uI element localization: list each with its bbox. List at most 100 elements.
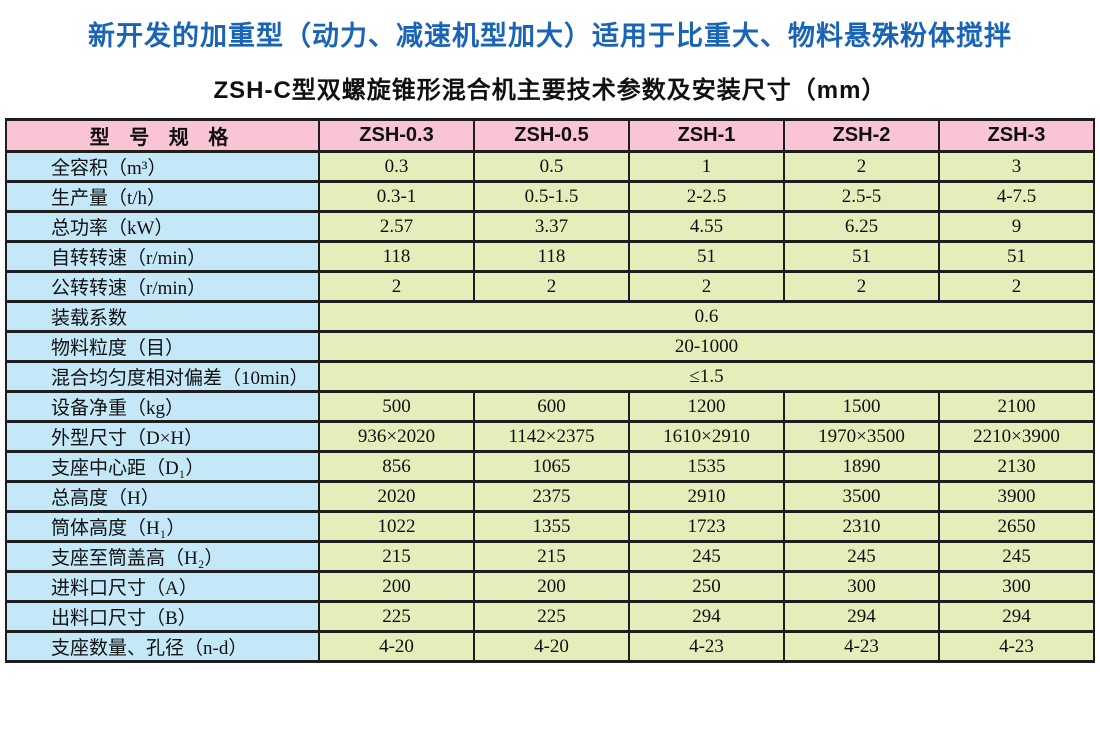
cell-value: 4.55 [628,210,785,243]
cell-value: 2130 [938,450,1095,483]
cell-value: 2310 [783,510,940,543]
cell-value: 1142×2375 [473,420,630,453]
table-row: 筒体高度（H₁） 1022 1355 1723 2310 2650 [5,510,1095,543]
row-label: 支座数量、孔径（n-d） [5,630,320,663]
table-row: 外型尺寸（D×H） 936×2020 1142×2375 1610×2910 1970×… [5,420,1095,453]
row-label: 外型尺寸（D×H） [5,420,320,453]
header-cell-model-spec: 型 号 规 格 [5,118,320,153]
table-row: 混合均匀度相对偏差（10min） ≤1.5 [5,360,1095,393]
table-row: 支座中心距（D₁） 856 1065 1535 1890 2130 [5,450,1095,483]
cell-value: 1723 [628,510,785,543]
cell-value: 2.57 [318,210,475,243]
header-cell-model-1: ZSH-0.3 [318,118,475,153]
cell-value: 225 [318,600,475,633]
cell-value: 3 [938,150,1095,183]
cell-value: 200 [473,570,630,603]
cell-value: 245 [938,540,1095,573]
table-title: ZSH-C型双螺旋锥形混合机主要技术参数及安装尺寸（mm） [213,77,887,104]
cell-value: 1200 [628,390,785,423]
row-label: 生产量（t/h） [5,180,320,213]
cell-value: 300 [938,570,1095,603]
cell-value: 1970×3500 [783,420,940,453]
cell-value: 1890 [783,450,940,483]
cell-value: 2 [628,270,785,303]
cell-value: 856 [318,450,475,483]
table-row: 进料口尺寸（A） 200 200 250 300 300 [5,570,1095,603]
cell-value: 245 [628,540,785,573]
cell-value: 215 [318,540,475,573]
cell-value: 2020 [318,480,475,513]
cell-value: 0.5 [473,150,630,183]
cell-value: 51 [628,240,785,273]
row-label: 公转转速（r/min） [5,270,320,303]
table-row: 公转转速（r/min） 2 2 2 2 2 [5,270,1095,303]
cell-value: 294 [783,600,940,633]
header-cell-model-2: ZSH-0.5 [473,118,630,153]
cell-value: 118 [473,240,630,273]
cell-value: 3900 [938,480,1095,513]
cell-value-merged: ≤1.5 [318,360,1095,393]
cell-value: 4-7.5 [938,180,1095,213]
row-label: 出料口尺寸（B） [5,600,320,633]
cell-value: 3500 [783,480,940,513]
cell-value: 0.3-1 [318,180,475,213]
cell-value: 1610×2910 [628,420,785,453]
cell-value: 3.37 [473,210,630,243]
cell-value: 936×2020 [318,420,475,453]
cell-value: 2 [473,270,630,303]
cell-value-merged: 0.6 [318,300,1095,333]
row-label: 装载系数 [5,300,320,333]
cell-value: 1022 [318,510,475,543]
cell-value: 2375 [473,480,630,513]
row-label: 进料口尺寸（A） [5,570,320,603]
row-label: 筒体高度（H₁） [5,510,320,543]
cell-value: 2 [938,270,1095,303]
header-row: 型 号 规 格 ZSH-0.3 ZSH-0.5 ZSH-1 ZSH-2 ZSH-3 [5,118,1095,153]
table-row: 生产量（t/h） 0.3-1 0.5-1.5 2-2.5 2.5-5 4-7.5 [5,180,1095,213]
cell-value: 51 [938,240,1095,273]
row-label: 支座至筒盖高（H₂） [5,540,320,573]
cell-value: 215 [473,540,630,573]
row-label: 物料粒度（目） [5,330,320,363]
header-cell-model-5: ZSH-3 [938,118,1095,153]
spec-table-header: 型 号 规 格 ZSH-0.3 ZSH-0.5 ZSH-1 ZSH-2 ZSH-3 [5,118,1095,153]
table-row: 设备净重（kg） 500 600 1200 1500 2100 [5,390,1095,423]
cell-value: 2 [318,270,475,303]
table-row: 自转转速（r/min） 118 118 51 51 51 [5,240,1095,273]
cell-value: 294 [628,600,785,633]
cell-value: 4-20 [318,630,475,663]
cell-value: 2-2.5 [628,180,785,213]
cell-value: 2210×3900 [938,420,1095,453]
cell-value: 2910 [628,480,785,513]
cell-value: 1 [628,150,785,183]
spec-table: 型 号 规 格 ZSH-0.3 ZSH-0.5 ZSH-1 ZSH-2 ZSH-3 全容积… [5,118,1095,663]
page-title: 新开发的加重型（动力、减速机型加大）适用于比重大、物料悬殊粉体搅拌 [88,21,1012,51]
cell-value: 0.5-1.5 [473,180,630,213]
cell-value: 4-20 [473,630,630,663]
cell-value: 4-23 [938,630,1095,663]
table-row: 全容积（m³） 0.3 0.5 1 2 3 [5,150,1095,183]
cell-value: 300 [783,570,940,603]
cell-value: 4-23 [783,630,940,663]
table-row: 物料粒度（目） 20-1000 [5,330,1095,363]
row-label: 支座中心距（D₁） [5,450,320,483]
row-label: 设备净重（kg） [5,390,320,423]
row-label: 自转转速（r/min） [5,240,320,273]
cell-value: 600 [473,390,630,423]
table-row: 支座数量、孔径（n-d） 4-20 4-20 4-23 4-23 4-23 [5,630,1095,663]
header-cell-model-4: ZSH-2 [783,118,940,153]
table-row: 支座至筒盖高（H₂） 215 215 245 245 245 [5,540,1095,573]
cell-value: 2.5-5 [783,180,940,213]
cell-value: 245 [783,540,940,573]
cell-value: 4-23 [628,630,785,663]
cell-value: 1500 [783,390,940,423]
cell-value: 6.25 [783,210,940,243]
cell-value: 1355 [473,510,630,543]
cell-value: 294 [938,600,1095,633]
cell-value: 9 [938,210,1095,243]
table-row: 总功率（kW） 2.57 3.37 4.55 6.25 9 [5,210,1095,243]
row-label: 总功率（kW） [5,210,320,243]
cell-value: 2100 [938,390,1095,423]
row-label: 全容积（m³） [5,150,320,183]
